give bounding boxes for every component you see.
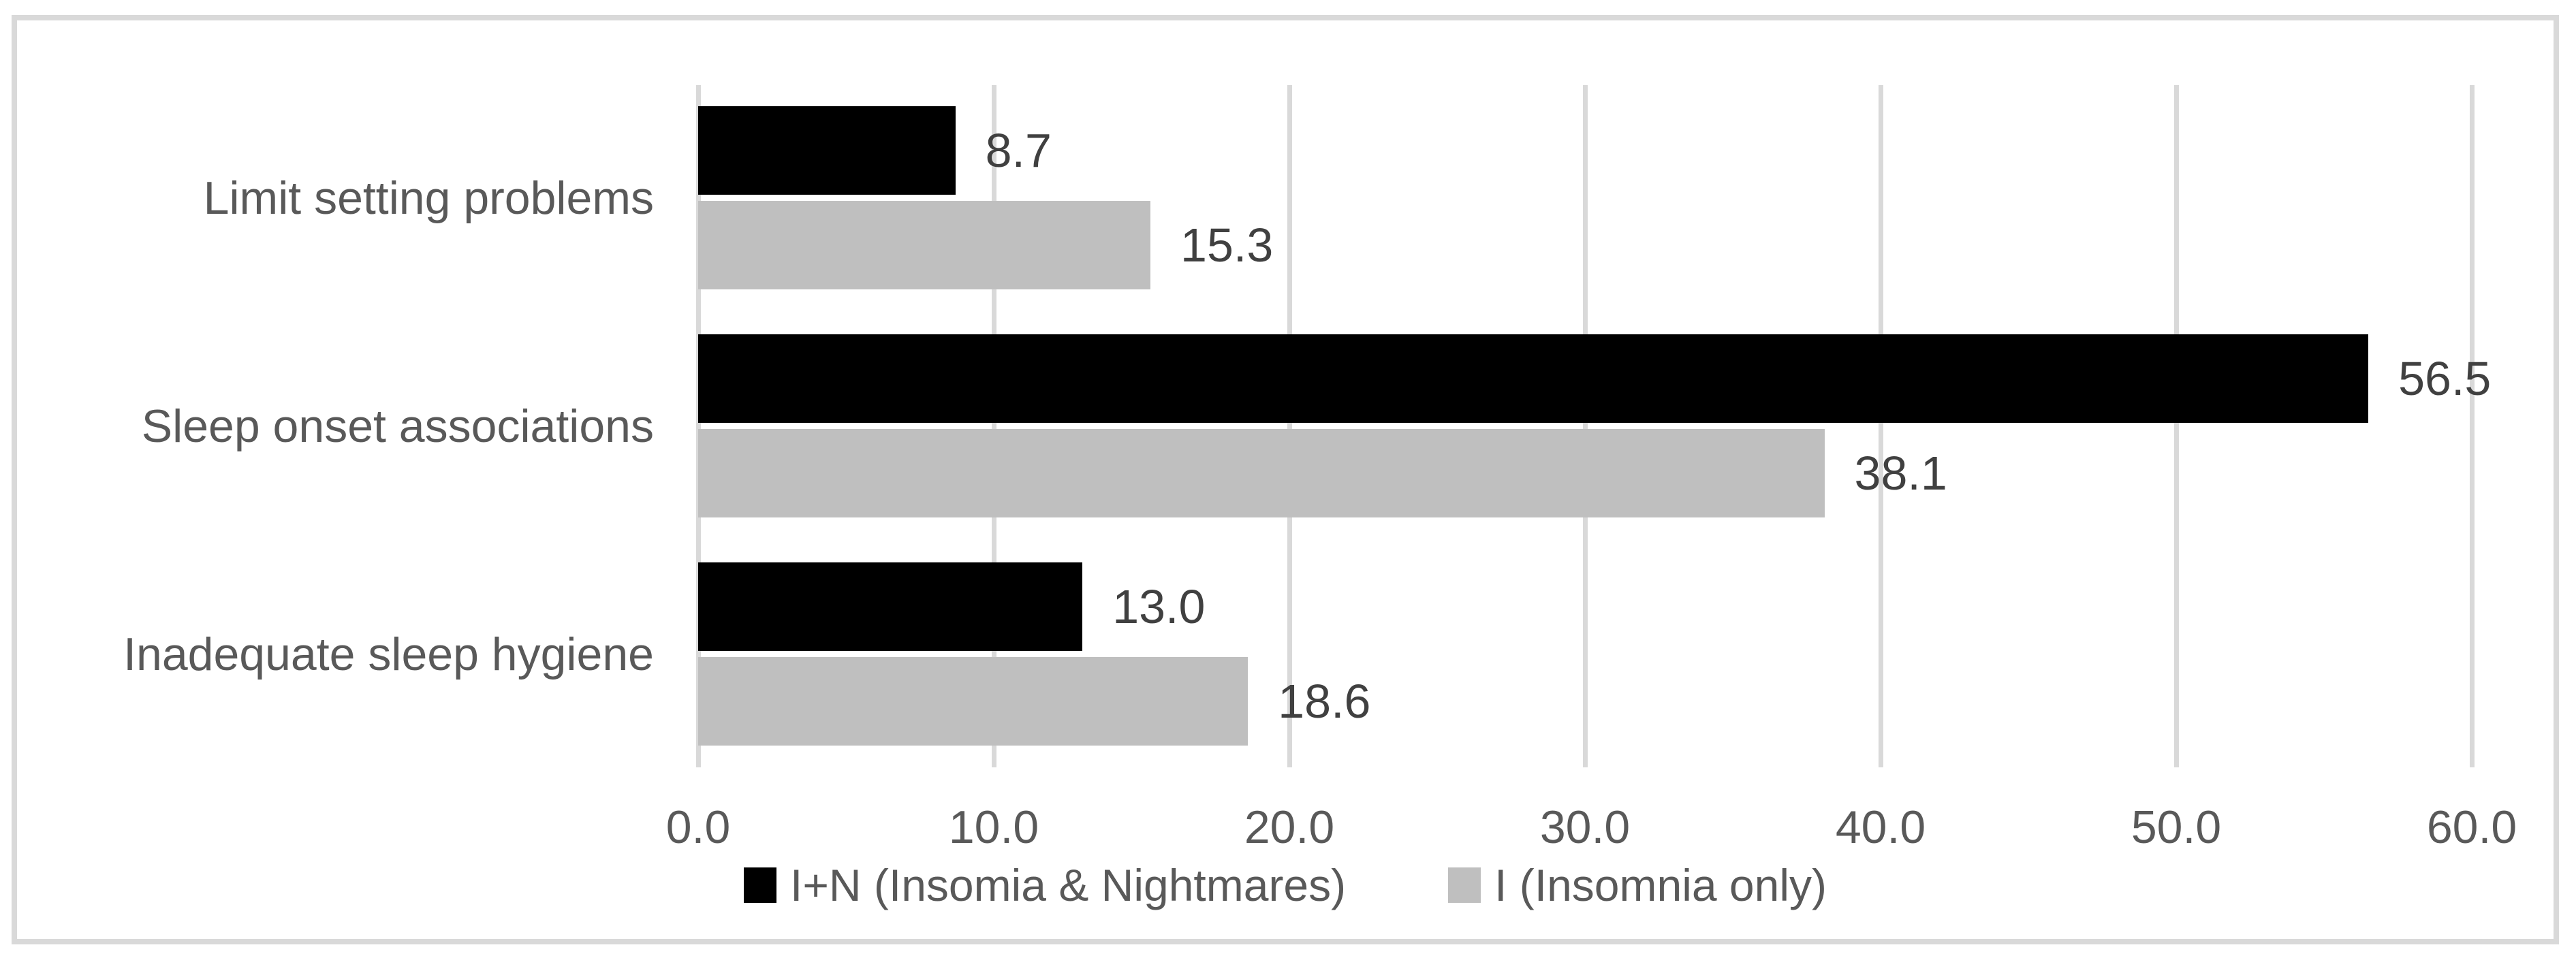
tick-label: 40.0 <box>1835 801 1926 853</box>
legend-label: I+N (Insomia & Nightmares) <box>790 860 1347 910</box>
legend-item: I (Insomnia only) <box>1448 859 1827 911</box>
gridline <box>1583 85 1588 767</box>
category-label: Sleep onset associations <box>141 400 654 452</box>
gridline <box>1287 85 1292 767</box>
gridline <box>2470 85 2475 767</box>
gridline <box>696 85 701 767</box>
category-label: Inadequate sleep hygiene <box>123 628 654 680</box>
tick-label: 0.0 <box>665 801 731 853</box>
legend: I+N (Insomia & Nightmares) I (Insomnia on… <box>17 859 2554 911</box>
data-label: 18.6 <box>1278 675 1371 728</box>
legend-swatch-icon <box>1448 867 1481 903</box>
tick-label: 60.0 <box>2426 801 2517 853</box>
value-axis: 0.0 10.0 20.0 30.0 40.0 50.0 60.0 <box>17 20 2554 939</box>
chart-frame: 8.7 15.3 56.5 38.1 13.0 18.6 Limit setting pr… <box>12 15 2559 944</box>
gridline <box>2174 85 2179 767</box>
bar <box>698 429 1825 517</box>
bar <box>698 334 2369 423</box>
bar <box>698 106 956 195</box>
gridline <box>992 85 996 767</box>
tick-label: 20.0 <box>1244 801 1335 853</box>
data-label: 38.1 <box>1854 447 1947 500</box>
data-label: 56.5 <box>2398 352 2492 405</box>
tick-label: 30.0 <box>1539 801 1631 853</box>
plot-area: 8.7 15.3 56.5 38.1 13.0 18.6 <box>696 85 2491 767</box>
data-label: 13.0 <box>1112 580 1206 633</box>
legend-item: I+N (Insomia & Nightmares) <box>744 859 1346 911</box>
data-label: 15.3 <box>1180 219 1274 272</box>
bar <box>698 562 1083 651</box>
tick-label: 50.0 <box>2131 801 2222 853</box>
legend-swatch-icon <box>744 867 777 903</box>
gridline <box>1879 85 1883 767</box>
tick-label: 10.0 <box>948 801 1039 853</box>
bar <box>698 201 1151 289</box>
data-label: 8.7 <box>985 124 1052 177</box>
category-label: Limit setting problems <box>203 172 654 224</box>
legend-label: I (Insomnia only) <box>1494 860 1827 910</box>
bar <box>698 657 1248 746</box>
category-axis: Limit setting problems Sleep onset associ… <box>44 20 654 939</box>
